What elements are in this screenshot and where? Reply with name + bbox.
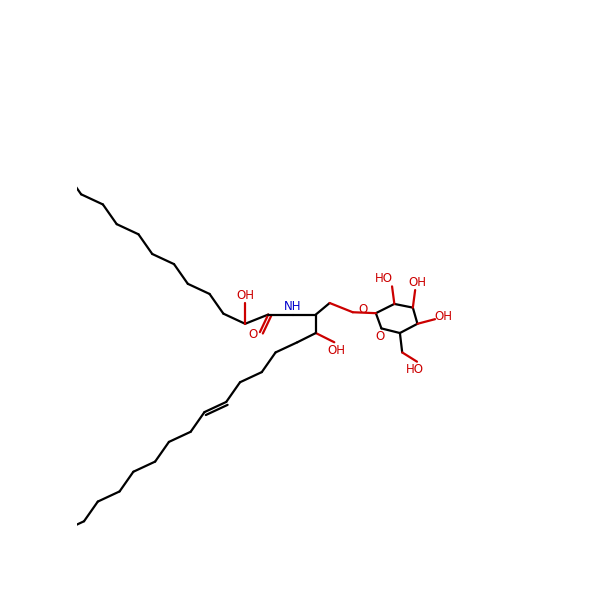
Text: HO: HO bbox=[406, 363, 424, 376]
Text: OH: OH bbox=[328, 344, 346, 357]
Text: O: O bbox=[376, 330, 385, 343]
Text: HO: HO bbox=[375, 272, 393, 286]
Text: O: O bbox=[248, 328, 257, 341]
Text: NH: NH bbox=[284, 300, 301, 313]
Text: OH: OH bbox=[236, 289, 254, 302]
Text: O: O bbox=[358, 304, 368, 316]
Text: OH: OH bbox=[434, 310, 452, 323]
Text: OH: OH bbox=[409, 276, 427, 289]
